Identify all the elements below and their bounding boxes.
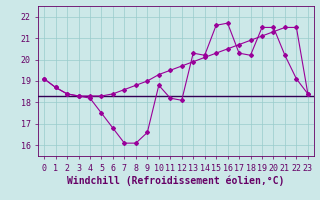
X-axis label: Windchill (Refroidissement éolien,°C): Windchill (Refroidissement éolien,°C) xyxy=(67,175,285,186)
